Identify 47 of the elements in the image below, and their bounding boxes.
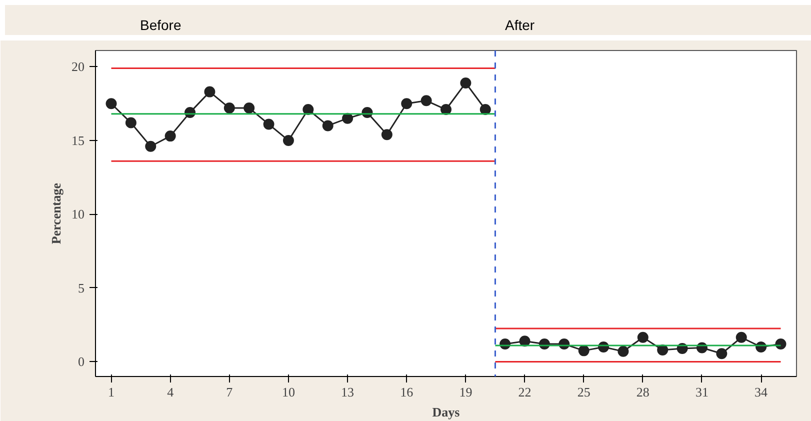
point [401, 98, 412, 110]
x-tick-label: 34 [754, 384, 768, 400]
point [263, 118, 274, 130]
x-tick-label: 10 [282, 384, 295, 400]
x-tick-label: 19 [459, 384, 472, 400]
point [716, 348, 728, 360]
point [244, 102, 255, 114]
point [657, 344, 668, 356]
text: After [505, 16, 535, 35]
x-tick-label: 31 [695, 384, 708, 400]
y-axis-title: Percentage [48, 182, 64, 244]
x-tick-label: 7 [226, 384, 234, 400]
point [578, 345, 590, 356]
y-tick-label: 15 [72, 132, 84, 148]
x-tick-label: 13 [341, 384, 354, 400]
point [282, 134, 294, 146]
x-tick-label: 1 [108, 384, 115, 400]
point [480, 104, 491, 115]
point [460, 77, 472, 88]
point [224, 102, 235, 114]
point [106, 98, 117, 110]
point [145, 140, 156, 152]
point [204, 86, 216, 98]
point [519, 336, 530, 347]
point [420, 95, 432, 106]
y-tick-label: 20 [72, 59, 84, 74]
x-axis-title: Days [432, 404, 460, 420]
point [125, 117, 136, 128]
point [775, 338, 786, 350]
y-tick-label: 5 [78, 280, 84, 296]
y-tick-label: 0 [78, 354, 84, 370]
x-tick-label: 25 [577, 384, 590, 400]
x-tick-label: 16 [400, 384, 414, 400]
point [736, 332, 747, 343]
text: Before [140, 16, 182, 35]
y-tick-label: 10 [72, 206, 84, 222]
x-tick-label: 4 [167, 384, 174, 400]
point [342, 112, 354, 124]
point [302, 104, 314, 115]
point [164, 130, 176, 142]
point [322, 120, 334, 132]
point [618, 346, 629, 357]
point [381, 129, 392, 140]
point [637, 332, 648, 343]
point [440, 104, 452, 115]
x-tick-label: 28 [636, 384, 650, 400]
x-tick-label: 22 [518, 384, 532, 400]
